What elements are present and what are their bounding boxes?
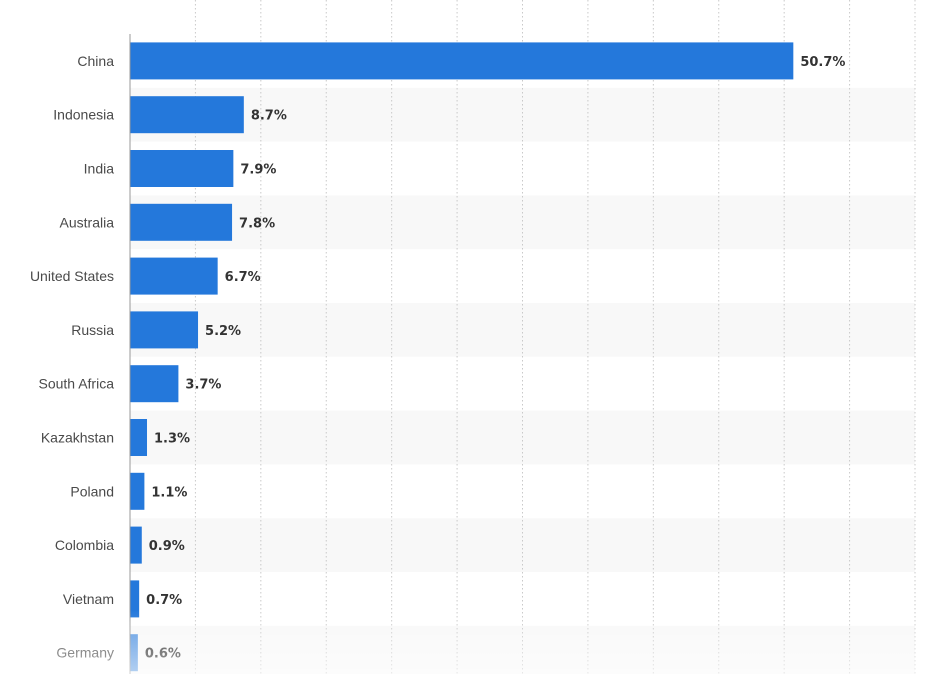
value-label: 0.9%: [149, 539, 185, 554]
value-label: 0.6%: [145, 647, 181, 662]
bar: [130, 203, 233, 241]
category-label: Colombia: [55, 537, 114, 553]
row-band: [130, 303, 915, 357]
value-label: 0.7%: [146, 593, 182, 608]
bar: [130, 150, 234, 187]
category-label: South Africa: [39, 376, 115, 392]
value-label: 7.9%: [240, 163, 276, 178]
bar: [130, 365, 179, 403]
bar: [130, 526, 142, 564]
category-labels: China Indonesia India Australia United State…: [30, 53, 114, 661]
category-label: Poland: [70, 483, 114, 499]
category-label: Australia: [60, 214, 115, 230]
value-label: 1.1%: [151, 485, 187, 500]
row-band: [130, 87, 915, 142]
category-label: Indonesia: [53, 107, 114, 123]
value-label: 5.2%: [205, 324, 241, 339]
category-label: China: [77, 53, 114, 69]
category-label: Vietnam: [63, 591, 114, 607]
category-label: Germany: [56, 645, 114, 661]
category-label: Kazakhstan: [41, 430, 114, 446]
bar: [130, 96, 244, 134]
value-label: 1.3%: [154, 432, 190, 447]
bar: [130, 311, 199, 349]
category-label: United States: [30, 268, 114, 284]
category-label: Russia: [71, 322, 114, 338]
value-label: 50.7%: [800, 55, 845, 70]
bars: [130, 42, 794, 672]
bar: [130, 580, 140, 618]
bar: [130, 257, 218, 295]
value-label: 7.8%: [239, 216, 275, 231]
category-label: India: [84, 161, 115, 177]
bar: [130, 634, 138, 672]
bar: [130, 419, 148, 456]
value-label: 8.7%: [251, 109, 287, 124]
bar: [130, 472, 145, 510]
bar: [130, 42, 794, 80]
value-label: 6.7%: [225, 270, 261, 285]
value-label: 3.7%: [185, 378, 221, 393]
